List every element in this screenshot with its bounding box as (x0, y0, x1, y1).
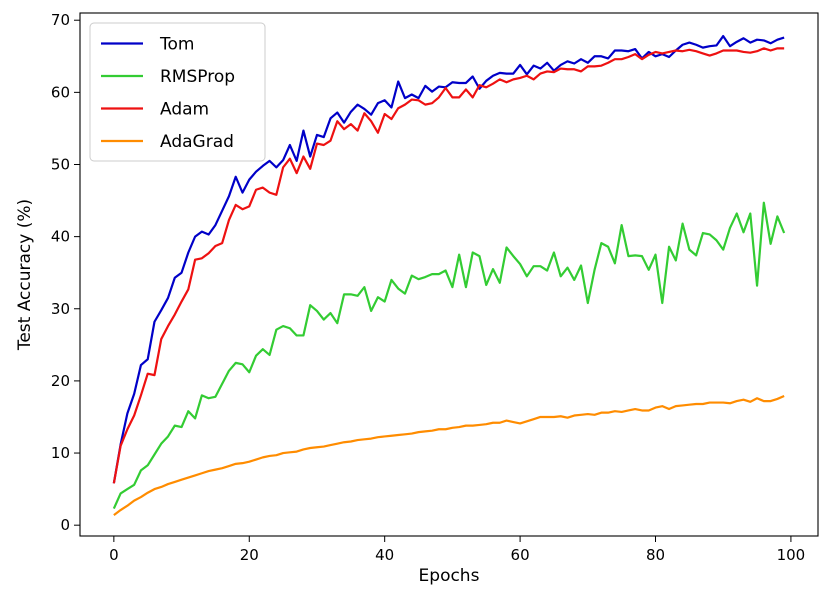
y-axis: 0 10 20 30 40 50 60 70 (51, 11, 80, 534)
y-tick-label: 0 (60, 516, 70, 534)
legend-label: RMSProp (160, 67, 235, 87)
legend: Tom RMSProp Adam AdaGrad (89, 22, 266, 162)
x-tick-label: 20 (240, 546, 259, 564)
x-tick-label: 80 (646, 546, 665, 564)
x-tick-label: 60 (511, 546, 530, 564)
x-tick-label: 40 (375, 546, 394, 564)
legend-label: Adam (160, 100, 209, 120)
y-tick-label: 50 (51, 155, 70, 173)
y-tick-label: 60 (51, 83, 70, 101)
series-line-adam (112, 47, 785, 484)
y-tick-label: 30 (51, 300, 70, 318)
x-axis: 0 20 40 60 80 100 (109, 536, 805, 564)
legend-label: AdaGrad (160, 132, 234, 152)
x-axis-title: Epochs (419, 566, 480, 586)
series-line-tom (112, 34, 785, 484)
x-tick-label: 0 (109, 546, 119, 564)
y-tick-label: 70 (51, 11, 70, 29)
y-tick-label: 10 (51, 444, 70, 462)
series-line-adagrad (113, 395, 785, 516)
legend-box (89, 22, 266, 162)
legend-label: Tom (159, 35, 194, 55)
y-tick-label: 20 (51, 372, 70, 390)
series-line-rmsprop (112, 201, 786, 510)
y-tick-label: 40 (51, 228, 70, 246)
x-tick-label: 100 (777, 546, 806, 564)
y-axis-title: Test Accuracy (%) (15, 199, 35, 351)
series-layer (112, 34, 786, 516)
plot-frame (79, 12, 819, 537)
